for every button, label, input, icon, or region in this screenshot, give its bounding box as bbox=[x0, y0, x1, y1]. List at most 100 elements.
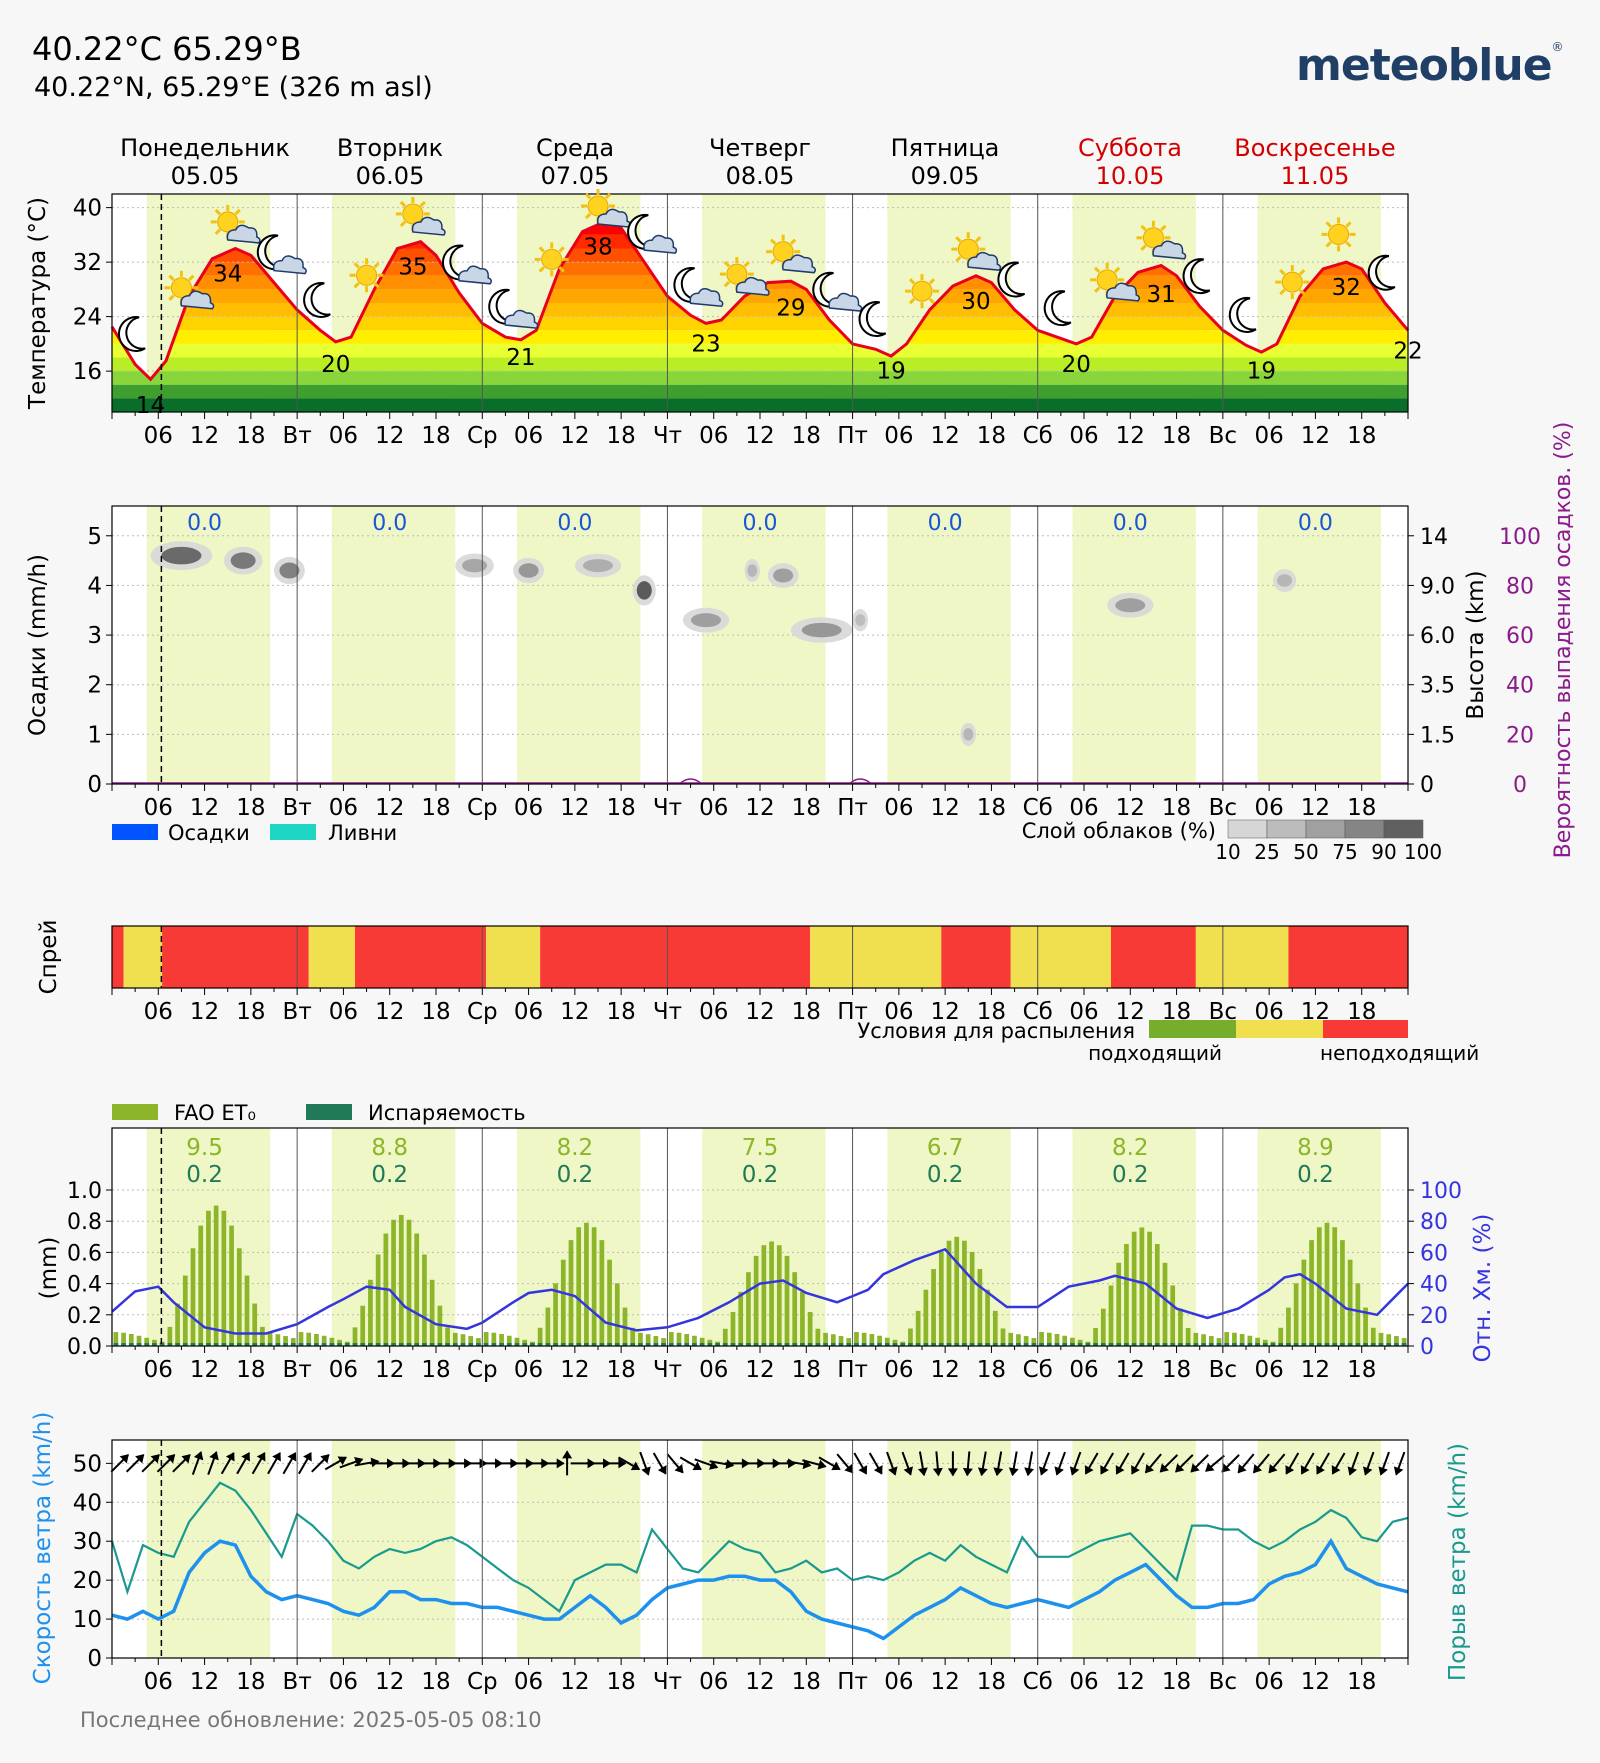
arrow-head bbox=[556, 1458, 565, 1469]
arrow-head bbox=[903, 1466, 914, 1476]
moon-cloud-icon bbox=[441, 244, 493, 285]
temp-value-label: 35 bbox=[398, 255, 427, 281]
page-title: 40.22°C 65.29°B bbox=[32, 30, 302, 68]
cloud-shape bbox=[272, 255, 307, 275]
evap-bar bbox=[962, 1343, 967, 1346]
wind-direction-arrow bbox=[836, 1453, 854, 1474]
humidity-tick-label: 20 bbox=[1420, 1304, 1448, 1329]
evap-bar bbox=[360, 1343, 366, 1346]
fao-bar bbox=[638, 1332, 643, 1346]
sun-ray bbox=[419, 200, 426, 208]
cloud-layer-core bbox=[1115, 598, 1146, 613]
wind-direction-arrow bbox=[818, 1456, 841, 1471]
evap-bar bbox=[800, 1343, 805, 1346]
evap-bar bbox=[1347, 1343, 1353, 1346]
evap-bar bbox=[460, 1343, 466, 1346]
sun-ray bbox=[770, 258, 777, 265]
evap-bar bbox=[908, 1343, 913, 1346]
wind-direction-arrow bbox=[191, 1451, 204, 1475]
cloud-shape bbox=[458, 265, 493, 285]
evap-bar bbox=[337, 1343, 342, 1346]
evap-bar bbox=[1016, 1343, 1021, 1346]
evap-bar bbox=[537, 1343, 543, 1346]
temp-x-tick-label: 12 bbox=[190, 423, 219, 449]
evap-bar bbox=[128, 1343, 134, 1346]
evap-bar bbox=[553, 1343, 558, 1346]
wind-x-tick-label: 18 bbox=[607, 1669, 636, 1695]
cloud-shape bbox=[1152, 240, 1187, 260]
fao-bar bbox=[830, 1334, 836, 1346]
spray-segment bbox=[1288, 926, 1408, 988]
spray-x-tick-label: 12 bbox=[375, 999, 404, 1025]
probability-axis-label: Вероятность выпадения осадков. (%) bbox=[1551, 422, 1576, 859]
precip-daylight-band bbox=[517, 506, 641, 784]
evap-bar bbox=[954, 1343, 960, 1346]
spray-x-tick-label: 18 bbox=[792, 999, 821, 1025]
cloud-layer-core bbox=[855, 614, 866, 627]
evap-bar bbox=[622, 1343, 628, 1346]
precip-x-tick-label: Чт bbox=[653, 795, 682, 821]
sun-disc bbox=[541, 248, 563, 270]
evap-bar bbox=[877, 1343, 882, 1346]
fao-bar bbox=[1046, 1332, 1052, 1346]
evap-daily-total: 0.2 bbox=[742, 1162, 779, 1188]
day-date: 06.05 bbox=[355, 162, 425, 190]
sun-ray bbox=[1345, 241, 1352, 248]
arrow-head bbox=[888, 1466, 898, 1476]
wind-y-tick-label: 0 bbox=[87, 1646, 102, 1672]
sun-cloud-icon bbox=[951, 232, 1002, 271]
evap-bar bbox=[1046, 1343, 1052, 1346]
fao-bar bbox=[537, 1327, 543, 1346]
wind-y-tick-label: 10 bbox=[73, 1607, 102, 1633]
precip-x-tick-label: 12 bbox=[745, 795, 774, 821]
spray-x-tick-label: 12 bbox=[931, 999, 960, 1025]
spray-x-tick-label: 06 bbox=[329, 999, 358, 1025]
evap-daily-total: 0.2 bbox=[186, 1162, 223, 1188]
wind-direction-arrow bbox=[932, 1451, 943, 1477]
last-update: Последнее обновление: 2025-05-05 08:10 bbox=[80, 1708, 542, 1732]
day-header-mon: Понедельник 05.05 bbox=[115, 134, 295, 190]
evap-bar bbox=[769, 1343, 774, 1346]
sun-cloud-icon bbox=[1136, 220, 1187, 260]
evap-bar bbox=[476, 1343, 481, 1346]
sun-ray bbox=[538, 246, 545, 253]
fao-bar bbox=[1394, 1336, 1399, 1346]
evap-bar bbox=[846, 1343, 852, 1346]
wind-direction-arrow bbox=[1190, 1454, 1209, 1473]
temp-y-tick-label: 32 bbox=[73, 250, 102, 276]
wind-x-tick-label: 06 bbox=[699, 1669, 728, 1695]
moon-crescent bbox=[1367, 254, 1396, 291]
moon-icon bbox=[1182, 258, 1211, 295]
evap-bar bbox=[1093, 1343, 1098, 1346]
day-header-tue: Вторник 06.05 bbox=[300, 134, 480, 190]
wind-direction-arrow bbox=[993, 1451, 1004, 1477]
fao-bar bbox=[553, 1283, 558, 1346]
fao-daily-total: 7.5 bbox=[742, 1135, 779, 1161]
fao-bar bbox=[630, 1327, 636, 1346]
sun-ray bbox=[928, 278, 936, 285]
temp-x-tick-label: 18 bbox=[977, 423, 1006, 449]
arrow-head bbox=[1316, 1465, 1325, 1475]
meteoblue-logo[interactable]: meteoblue® bbox=[1296, 40, 1564, 91]
temp-value-label: 31 bbox=[1147, 282, 1176, 308]
moon-icon bbox=[117, 316, 146, 353]
temp-band bbox=[112, 330, 1408, 344]
sun-ray bbox=[584, 192, 592, 200]
cloud-layer-core bbox=[747, 564, 758, 577]
fao-bar bbox=[1324, 1222, 1330, 1346]
wind-direction-arrow bbox=[1252, 1453, 1270, 1474]
fao-bar bbox=[1139, 1227, 1145, 1346]
evap-bar bbox=[630, 1343, 636, 1346]
legend-fao-label: FAO ET₀ bbox=[174, 1101, 256, 1125]
evap-bar bbox=[784, 1343, 790, 1346]
wind-direction-arrow bbox=[267, 1452, 281, 1475]
cloud-layer-core bbox=[1277, 574, 1293, 587]
evap-bar bbox=[638, 1343, 643, 1346]
spray-x-tick-label: Сб bbox=[1023, 999, 1053, 1025]
evap-bar bbox=[753, 1343, 759, 1346]
temp-x-tick-label: 06 bbox=[1255, 423, 1284, 449]
legend-showers-label: Ливни bbox=[328, 821, 397, 845]
moon-crescent bbox=[1228, 296, 1257, 333]
sun-ray bbox=[353, 262, 360, 269]
fao-bar bbox=[1178, 1308, 1183, 1346]
